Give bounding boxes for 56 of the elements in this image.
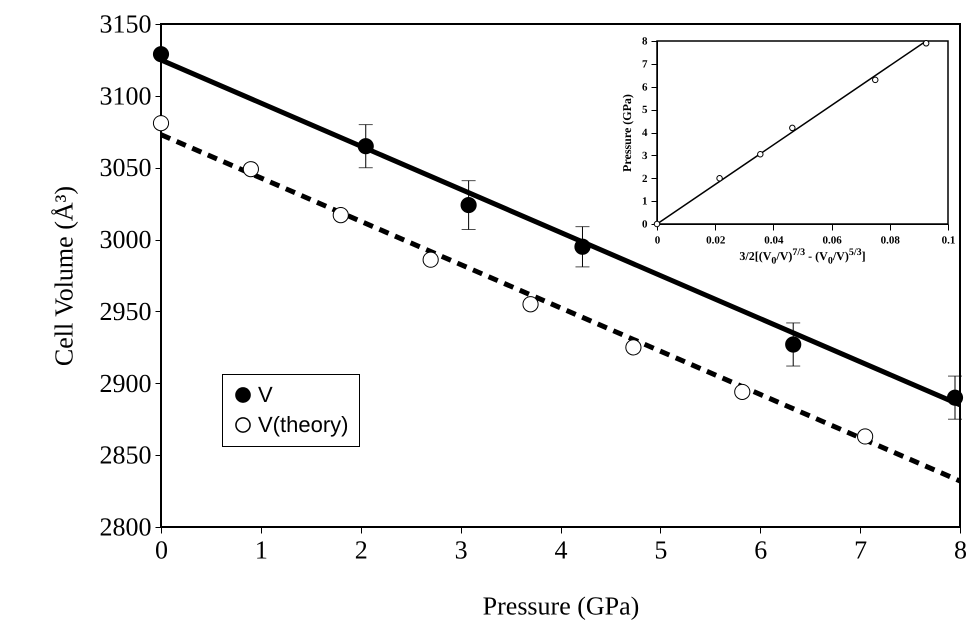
y-axis-title: Cell Volume (Å³) — [50, 186, 78, 366]
x-tick-label: 0.08 — [880, 234, 900, 246]
x-tick-label: 0.04 — [764, 234, 784, 246]
point — [332, 207, 349, 224]
y-tick-label: 2900 — [100, 368, 152, 398]
point — [789, 124, 796, 132]
x-tick-label: 6 — [754, 536, 768, 564]
x-tick-label: 0 — [654, 234, 661, 246]
y-tick-label: 5 — [642, 104, 648, 116]
point — [152, 115, 170, 132]
point — [757, 151, 764, 158]
legend-label: V — [258, 382, 273, 407]
x-tick-label: 4 — [554, 536, 568, 564]
y-axis-title: Pressure (GPa) — [620, 94, 634, 172]
point — [574, 238, 591, 255]
point — [716, 175, 723, 182]
legend-label: V(theory) — [258, 412, 348, 437]
x-tick-label: 8 — [954, 536, 967, 564]
y-tick-label: 1 — [642, 196, 648, 208]
x-tick-label: 7 — [854, 536, 868, 564]
x-tick-label: 3 — [454, 536, 468, 564]
point — [785, 336, 802, 353]
point — [522, 296, 539, 312]
point — [857, 428, 874, 445]
x-tick-label: 0.1 — [942, 234, 956, 246]
y-tick-label: 2850 — [100, 440, 152, 470]
point — [946, 390, 964, 406]
x-tick-label: 2 — [354, 536, 368, 564]
y-tick-label: 7 — [642, 58, 648, 70]
point — [734, 384, 750, 400]
y-tick-label: 2950 — [100, 296, 152, 326]
point — [625, 339, 642, 356]
point — [422, 252, 439, 268]
y-tick-label: 3 — [642, 150, 648, 162]
x-tick-label: 0.06 — [822, 234, 842, 246]
point — [922, 40, 930, 47]
y-tick-label: 4 — [642, 127, 648, 139]
point — [654, 220, 660, 228]
x-axis-title: Pressure (GPa) — [482, 592, 640, 620]
x-tick-label: 0.02 — [706, 234, 726, 246]
point — [460, 197, 477, 214]
y-tick-label: 3000 — [100, 225, 152, 254]
y-tick-label: 3150 — [100, 10, 152, 38]
y-tick-label: 0 — [642, 218, 648, 230]
point — [872, 76, 878, 84]
y-tick-label: 2800 — [100, 512, 152, 542]
y-tick-label: 2 — [642, 172, 648, 185]
x-tick-label: 1 — [254, 536, 268, 564]
y-tick-label: 6 — [642, 81, 648, 94]
text: 3/2[(V$_{0}$/V)$^{7/3}$ - (V$_{0}$/V)$^{5/3}$] — [739, 247, 866, 266]
point — [242, 161, 259, 178]
y-tick-label: 8 — [642, 36, 648, 48]
y-tick-label: 3050 — [100, 153, 152, 182]
point — [358, 138, 374, 154]
point — [152, 46, 170, 62]
y-tick-label: 3100 — [100, 81, 152, 110]
